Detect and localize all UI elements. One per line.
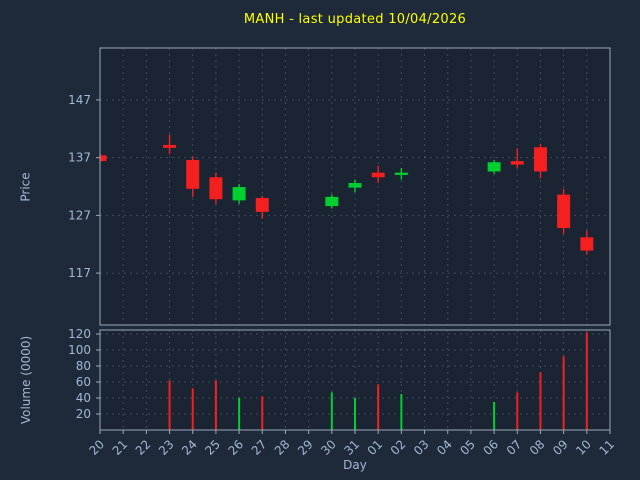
x-tick-label: 27 — [249, 437, 270, 458]
candle-body — [533, 147, 547, 172]
x-tick-label: 28 — [272, 437, 293, 458]
candle-body — [371, 172, 385, 178]
candle-body — [163, 144, 177, 148]
x-tick-label: 07 — [504, 437, 525, 458]
x-tick-label: 20 — [86, 437, 107, 458]
candle-body — [557, 194, 571, 229]
chart-title: MANH - last updated 10/04/2026 — [243, 12, 467, 27]
x-tick-label: 22 — [133, 437, 154, 458]
x-tick-label: 25 — [202, 437, 223, 458]
price-tick-label: 147 — [68, 93, 91, 107]
candle-body — [487, 162, 501, 172]
candle-body — [186, 159, 200, 189]
x-tick-label: 26 — [226, 437, 247, 458]
candle-body — [348, 183, 362, 188]
x-tick-label: 03 — [411, 437, 432, 458]
x-tick-label: 06 — [481, 437, 502, 458]
x-axis-label: Day — [343, 458, 367, 472]
x-tick-label: 11 — [596, 437, 617, 458]
x-tick-label: 23 — [156, 437, 177, 458]
candle-body — [394, 172, 408, 175]
volume-tick-label: 60 — [76, 375, 91, 389]
candle-body — [100, 155, 107, 162]
price-tick-label: 117 — [68, 266, 91, 280]
x-tick-label: 24 — [179, 437, 200, 458]
volume-tick-label: 20 — [76, 407, 91, 421]
price-tick-label: 137 — [68, 151, 91, 165]
candle-body — [209, 177, 223, 200]
volume-tick-label: 100 — [68, 343, 91, 357]
candles-group — [100, 134, 594, 255]
x-tick-label: 01 — [365, 437, 386, 458]
volume-tick-label: 120 — [68, 327, 91, 341]
price-axis-label-wrap: Price — [14, 48, 38, 325]
x-tick-label: 02 — [388, 437, 409, 458]
candle-body — [580, 237, 594, 251]
price-tick-label: 127 — [68, 208, 91, 222]
x-tick-label: 10 — [573, 437, 594, 458]
x-tick-label: 04 — [434, 437, 455, 458]
x-tick-label: 29 — [295, 437, 316, 458]
x-tick-label: 09 — [550, 437, 571, 458]
price-panel-border — [99, 47, 611, 326]
volume-axis-label: Volume (0000) — [19, 335, 34, 425]
candle-body — [325, 196, 339, 207]
x-tick-label: 21 — [110, 437, 131, 458]
x-tick-label: 05 — [457, 437, 478, 458]
candle-body — [255, 198, 269, 212]
volume-tick-label: 80 — [76, 359, 91, 373]
x-tick-label: 08 — [527, 437, 548, 458]
volume-tick-label: 40 — [76, 391, 91, 405]
candle-body — [232, 187, 246, 201]
candle-body — [510, 161, 524, 165]
x-tick-label: 31 — [341, 437, 362, 458]
x-tick-label: 30 — [318, 437, 339, 458]
price-axis-label: Price — [19, 171, 33, 202]
volume-axis-label-wrap: Volume (0000) — [14, 330, 38, 430]
